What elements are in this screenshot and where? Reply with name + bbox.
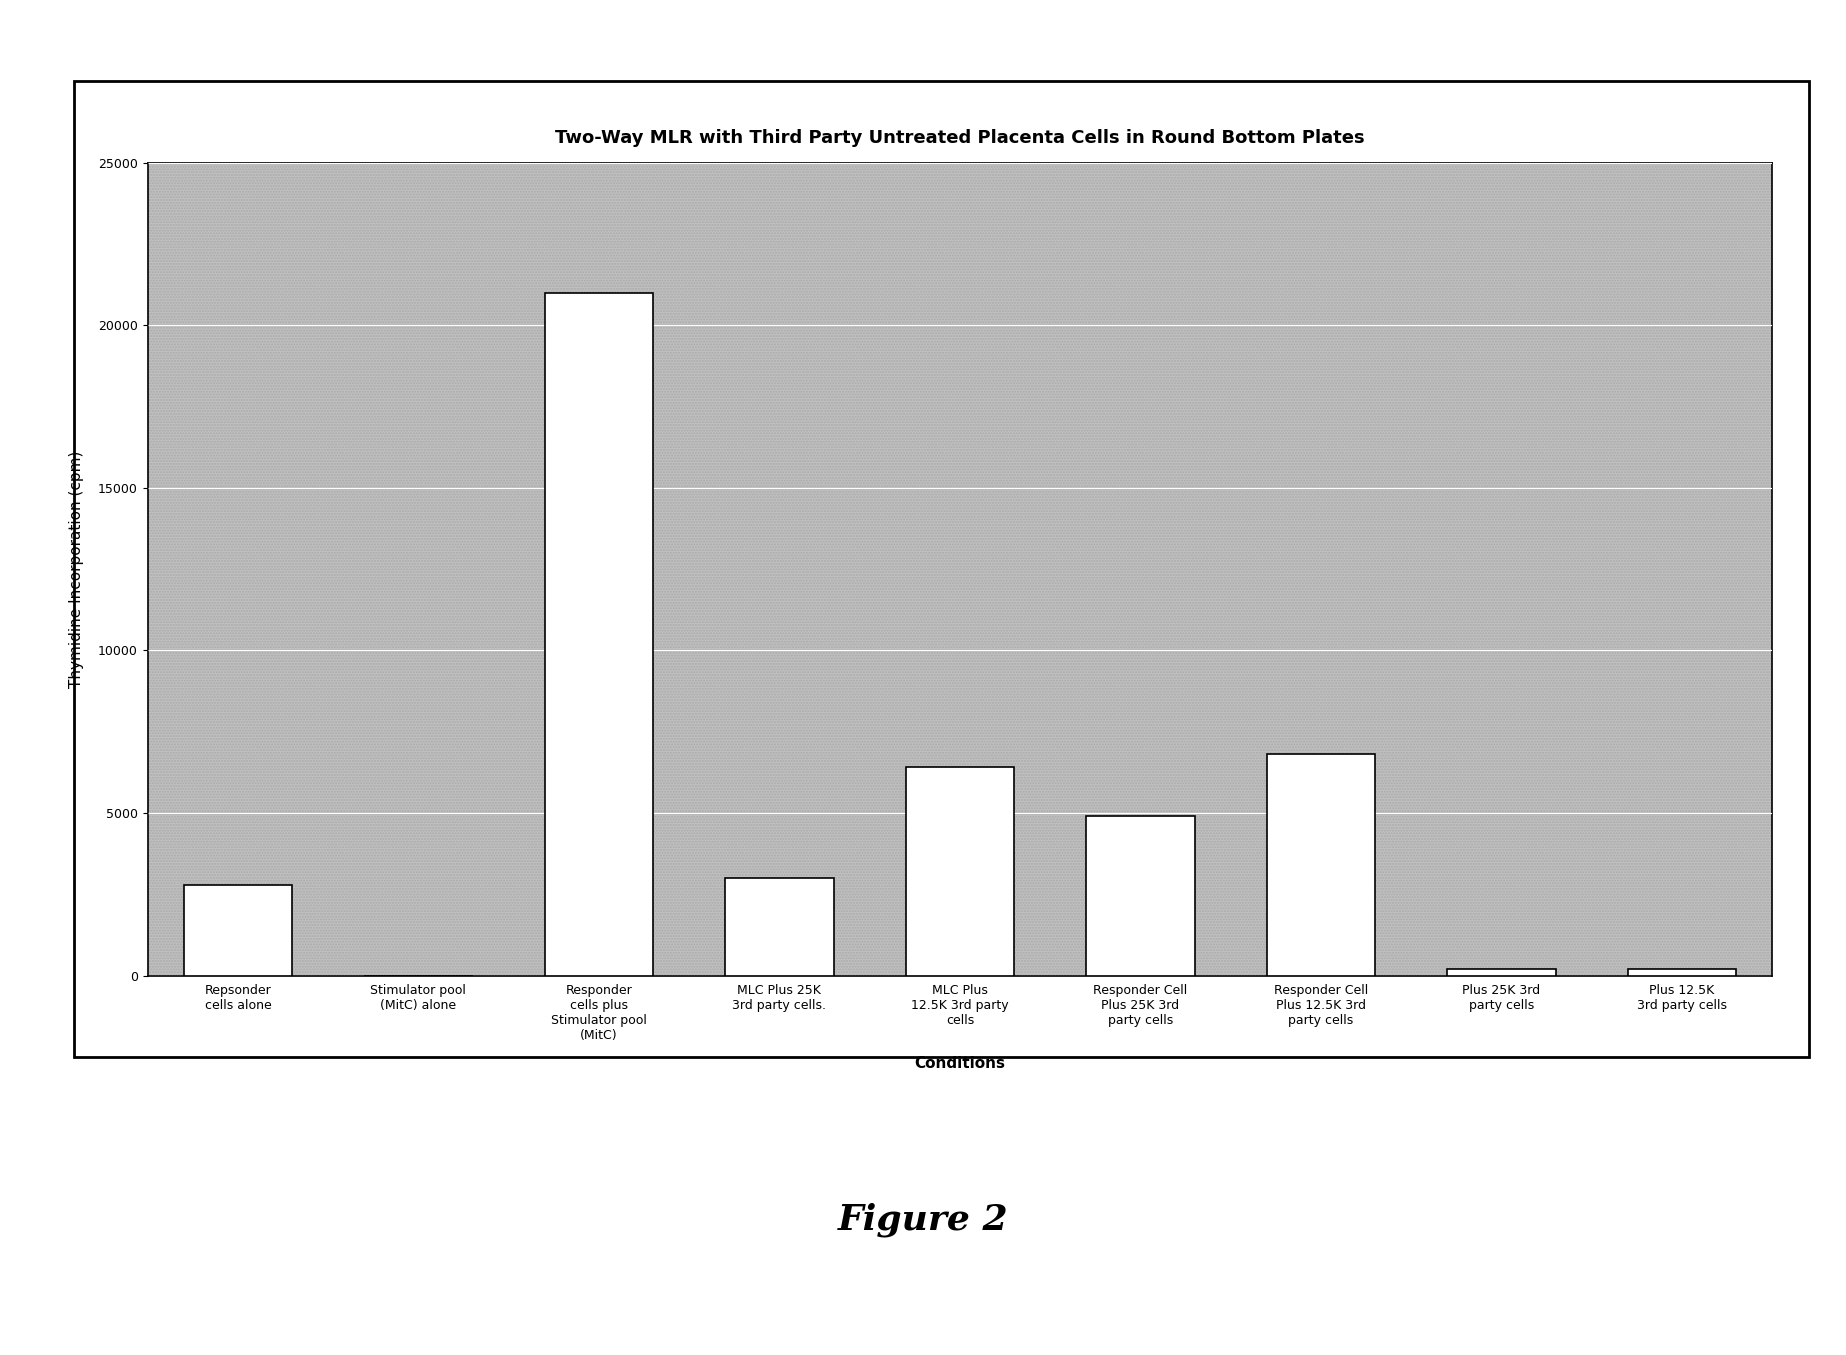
Bar xyxy=(1628,969,1735,976)
Bar xyxy=(1266,755,1375,976)
Text: Figure 2: Figure 2 xyxy=(838,1202,1008,1237)
Y-axis label: Thymidine Incorporation (cpm): Thymidine Incorporation (cpm) xyxy=(68,450,85,688)
Bar xyxy=(725,878,834,976)
Bar xyxy=(906,767,1013,976)
Title: Two-Way MLR with Third Party Untreated Placenta Cells in Round Bottom Plates: Two-Way MLR with Third Party Untreated P… xyxy=(556,129,1364,148)
Bar xyxy=(545,293,653,976)
X-axis label: Conditions: Conditions xyxy=(914,1056,1006,1070)
Bar xyxy=(185,885,292,976)
Bar xyxy=(1085,816,1194,976)
Bar xyxy=(1447,969,1556,976)
